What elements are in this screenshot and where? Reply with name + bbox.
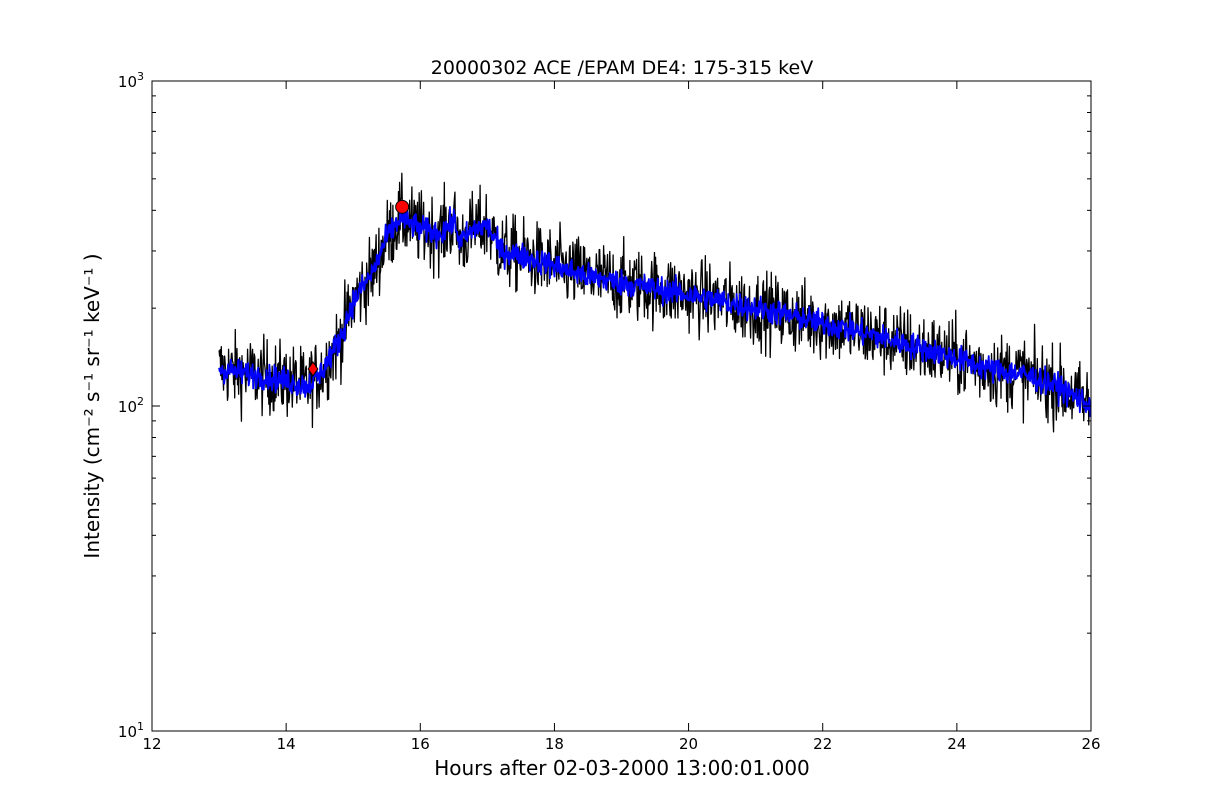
y-tick-label: 102 (118, 395, 144, 416)
x-tick-label: 26 (1081, 735, 1100, 753)
series-layer (218, 172, 1091, 433)
y-axis-label: Intensity (cm⁻² s⁻¹ sr⁻¹ keV⁻¹ ) (80, 253, 104, 558)
y-axis-ticks: 101 102 103 (118, 70, 1091, 741)
y-tick-label: 101 (118, 720, 144, 741)
x-tick-label: 22 (813, 735, 832, 753)
x-tick-label: 18 (545, 735, 564, 753)
x-axis-ticks: 12 14 16 18 20 22 24 26 (142, 81, 1101, 753)
peak-marker (395, 199, 410, 214)
x-tick-label: 14 (277, 735, 296, 753)
chart-title: 20000302 ACE /EPAM DE4: 175-315 keV (431, 57, 813, 79)
x-tick-label: 16 (411, 735, 430, 753)
x-tick-label: 24 (947, 735, 966, 753)
x-tick-label: 20 (679, 735, 698, 753)
x-axis-label: Hours after 02-03-2000 13:00:01.000 (434, 756, 810, 780)
series-line-smoothed (218, 205, 1091, 418)
y-tick-label: 103 (118, 70, 144, 91)
marker-layer (307, 199, 410, 377)
x-tick-label: 12 (142, 735, 161, 753)
onset-marker (307, 361, 319, 377)
